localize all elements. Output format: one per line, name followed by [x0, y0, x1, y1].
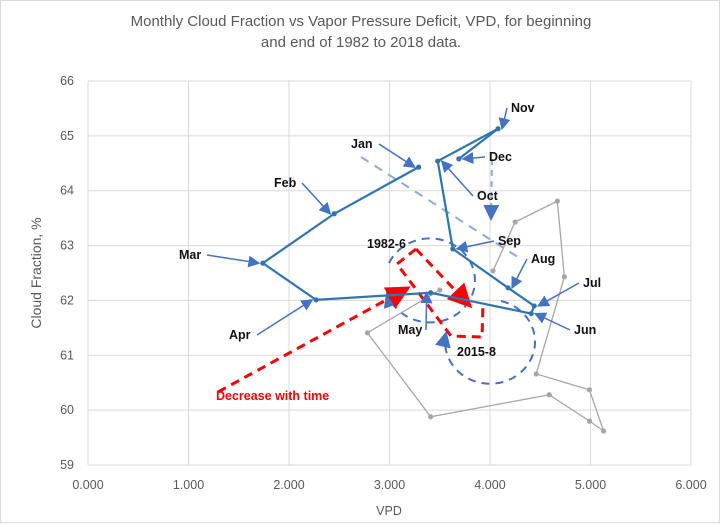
month-arrow — [378, 143, 416, 168]
month-arrow — [498, 107, 511, 131]
data-point-2018 — [364, 330, 370, 336]
trend-path-a — [394, 247, 485, 339]
y-tick-label: 59 — [60, 458, 74, 472]
title-line-1: Monthly Cloud Fraction vs Vapor Pressure… — [130, 13, 592, 30]
data-point-2018 — [546, 392, 552, 398]
month-label-nov: Nov — [511, 101, 535, 115]
month-arrow — [301, 182, 332, 215]
x-tick-label: 5.000 — [575, 478, 606, 492]
data-point-1982 — [435, 158, 441, 164]
y-tick-label: 64 — [60, 184, 74, 198]
data-point-1982 — [495, 126, 501, 132]
data-point-1982 — [416, 164, 422, 170]
month-label-may: May — [398, 323, 422, 337]
trend-path-b — [414, 247, 473, 309]
series-line-2018 — [366, 200, 605, 433]
month-arrow — [206, 254, 261, 268]
data-point-1982 — [450, 246, 456, 252]
month-label-dec: Dec — [489, 150, 512, 164]
month-label-jan: Jan — [351, 137, 373, 151]
dashed-circle-2015 — [435, 300, 536, 385]
data-point-1982 — [313, 297, 319, 303]
x-tick-label: 6.000 — [675, 478, 706, 492]
data-point-1982 — [531, 303, 537, 309]
annotation-end: 2015-8 — [457, 345, 496, 359]
month-label-apr: Apr — [229, 328, 251, 342]
data-point-2018 — [533, 371, 539, 377]
x-tick-label: 1.000 — [173, 478, 204, 492]
data-point-1982 — [331, 211, 337, 217]
y-tick-label: 63 — [60, 239, 74, 253]
x-tick-label: 0.000 — [72, 478, 103, 492]
x-tick-label: 2.000 — [273, 478, 304, 492]
y-tick-label: 62 — [60, 293, 74, 307]
y-tick-label: 61 — [60, 348, 74, 362]
data-point-2018 — [512, 219, 518, 225]
month-arrow — [511, 258, 528, 290]
y-tick-label: 65 — [60, 129, 74, 143]
data-point-1982 — [456, 156, 462, 162]
title-line-2: and end of 1982 to 2018 data. — [260, 34, 462, 51]
data-point-2018 — [428, 414, 434, 420]
data-point-1982 — [260, 260, 266, 266]
x-tick-label: 3.000 — [374, 478, 405, 492]
month-arrow — [455, 240, 495, 253]
y-axis-label: Cloud Fraction, % — [28, 217, 44, 328]
data-point-2018 — [600, 428, 607, 434]
month-label-mar: Mar — [179, 248, 201, 262]
data-point-2018 — [561, 274, 567, 280]
x-tick-label: 4.000 — [474, 478, 505, 492]
x-axis-label: VPD — [376, 504, 402, 518]
month-arrow — [440, 159, 474, 197]
month-arrow — [420, 291, 433, 331]
data-point-2018 — [437, 287, 443, 293]
month-arrow — [256, 299, 314, 336]
month-label-oct: Oct — [477, 189, 499, 203]
month-arrow — [536, 282, 580, 307]
month-label-jul: Jul — [583, 276, 601, 290]
month-arrow — [461, 152, 486, 164]
month-label-sep: Sep — [498, 234, 521, 248]
month-label-feb: Feb — [274, 176, 297, 190]
data-point-2018 — [586, 387, 593, 393]
data-point-2018 — [490, 268, 496, 274]
annotation-trend: Decrease with time — [216, 389, 329, 403]
data-point-1982 — [428, 290, 434, 296]
y-tick-label: 66 — [60, 74, 74, 88]
data-point-1982 — [528, 310, 534, 317]
trend-arrow — [217, 286, 411, 394]
annotation-start: 1982-6 — [367, 237, 406, 251]
month-label-aug: Aug — [531, 252, 555, 266]
series-line-1982 — [260, 127, 536, 315]
data-point-2018 — [554, 198, 560, 204]
data-point-2018 — [586, 418, 593, 424]
month-arrow — [533, 312, 571, 331]
chart-title: Monthly Cloud Fraction vs Vapor Pressure… — [1, 11, 720, 53]
data-point-1982 — [505, 285, 511, 291]
y-tick-label: 60 — [60, 403, 74, 417]
month-label-jun: Jun — [574, 323, 596, 337]
